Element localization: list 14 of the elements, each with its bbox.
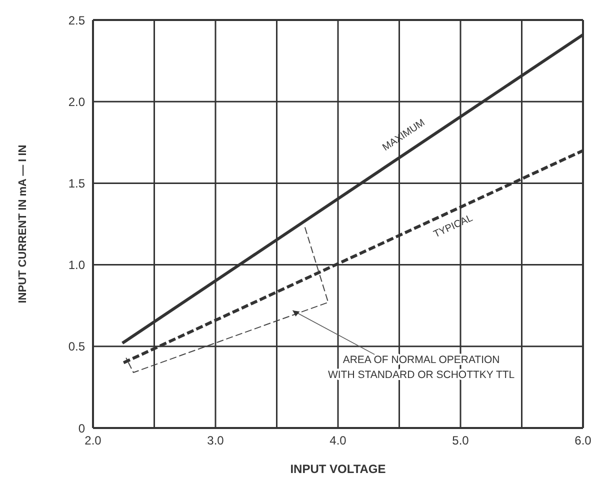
y-axis-title: INPUT CURRENT IN mA — I IN xyxy=(16,144,29,304)
y-tick-label: 1.5 xyxy=(68,176,86,190)
y-tick-label: 0.5 xyxy=(68,340,86,354)
x-tick-label: 6.0 xyxy=(574,434,591,448)
x-tick-label: 5.0 xyxy=(452,434,470,448)
x-tick-label: 3.0 xyxy=(207,434,224,448)
y-tick-label: 2.0 xyxy=(68,94,86,109)
y-tick-label: 2.5 xyxy=(68,13,86,28)
line-series xyxy=(126,226,329,374)
x-axis-title: INPUT VOLTAGE xyxy=(290,462,386,476)
x-tick-label: 4.0 xyxy=(330,434,347,448)
y-tick-label: 1.0 xyxy=(68,258,86,272)
x-tick-label: 2.0 xyxy=(84,434,102,448)
y-tick-label: 0 xyxy=(78,421,86,436)
